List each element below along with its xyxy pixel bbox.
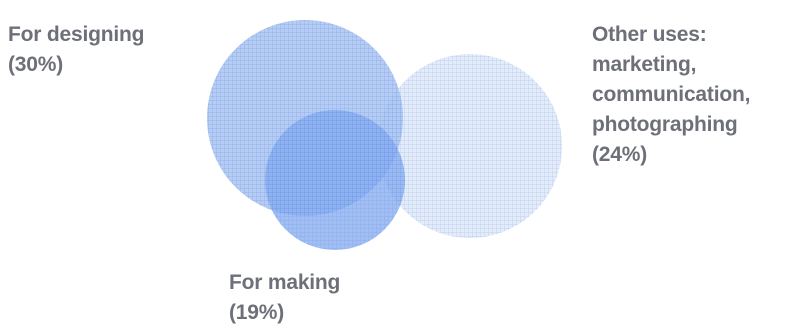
designing-percent: (30%) <box>8 53 64 76</box>
making-circle <box>265 110 405 250</box>
other-uses-line-3: communication, <box>592 83 751 106</box>
designing-name: For designing <box>8 23 145 46</box>
designing-label: For designing (30%) <box>8 20 144 80</box>
making-name: For making <box>229 271 341 294</box>
making-percent: (19%) <box>229 301 285 324</box>
other-uses-line-1: Other uses: <box>592 23 707 46</box>
other-uses-circle <box>378 54 562 238</box>
other-uses-line-4: photographing <box>592 113 738 136</box>
other-uses-label: Other uses: marketing, communication, ph… <box>592 20 750 170</box>
making-label: For making (19%) <box>229 268 340 328</box>
other-uses-line-2: marketing, <box>592 53 697 76</box>
other-uses-percent: (24%) <box>592 143 648 166</box>
